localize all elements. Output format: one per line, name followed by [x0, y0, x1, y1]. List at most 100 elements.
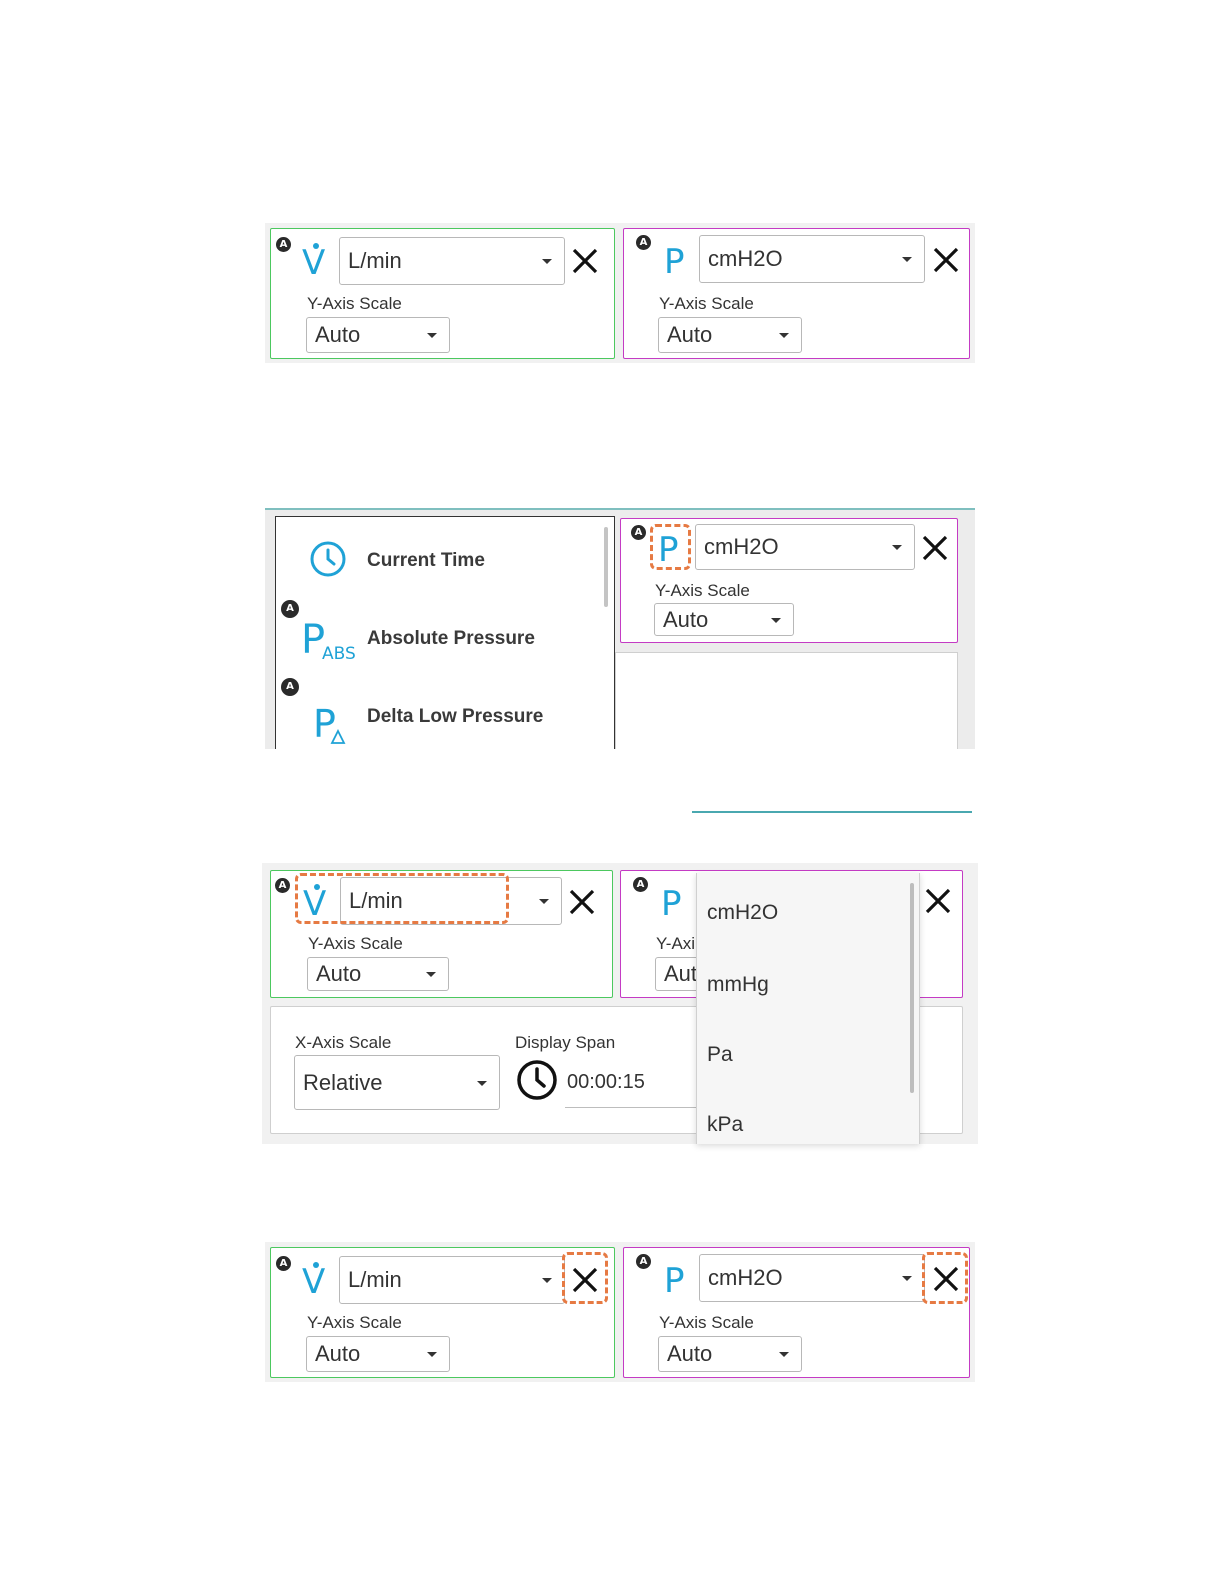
- channel-panel-2: Current Time A P ABS Absolute Pressure A…: [265, 508, 975, 749]
- yaxis-label: Y-Axis Scale: [307, 1313, 402, 1332]
- channel-panel-3: A V L/min Y-Axis Scale Auto A P Y-Axi Au…: [262, 863, 978, 1144]
- auto-badge-icon: A: [636, 235, 651, 250]
- channel-panel-1: A V L/min Y-Axis Scale Auto A P cmH2O Y-…: [265, 223, 975, 363]
- menu-scrollbar[interactable]: [604, 527, 608, 607]
- flow-unit-select[interactable]: L/min: [339, 237, 565, 285]
- flow-unit-select[interactable]: L/min: [340, 877, 562, 925]
- chevron-down-icon: [542, 259, 552, 264]
- chevron-down-icon: [902, 257, 912, 262]
- flow-dot-icon: [313, 243, 319, 249]
- auto-badge-icon: A: [276, 237, 291, 252]
- symbol-unit-highlight: [295, 873, 509, 924]
- xaxis-scale-select[interactable]: Relative: [294, 1055, 500, 1110]
- unit-dropdown-list[interactable]: cmH2O mmHg Pa kPa: [696, 873, 920, 1144]
- abs-subscript: ABS: [322, 644, 356, 664]
- unit-option-cmh2o[interactable]: cmH2O: [707, 901, 779, 924]
- clock-icon: [517, 1060, 557, 1100]
- pressure-unit-select[interactable]: cmH2O: [699, 235, 925, 283]
- pressure-unit-value: cmH2O: [708, 1265, 783, 1290]
- close-icon[interactable]: [932, 246, 960, 274]
- pressure-symbol-icon: P: [664, 1261, 685, 1301]
- flow-unit-value: L/min: [348, 1267, 402, 1292]
- yaxis-label: Y-Axis Scale: [307, 294, 402, 313]
- menu-item-absolute-pressure[interactable]: Absolute Pressure: [367, 628, 535, 649]
- dropdown-scrollbar[interactable]: [910, 883, 914, 1093]
- auto-badge-icon: A: [636, 1254, 651, 1269]
- pressure-unit-value: cmH2O: [708, 246, 783, 271]
- yaxis-scale-value: Auto: [315, 1341, 361, 1366]
- yaxis-scale-select[interactable]: Auto: [658, 317, 802, 353]
- chevron-down-icon: [892, 545, 902, 550]
- yaxis-scale-value: Auto: [667, 1341, 713, 1366]
- close-icon[interactable]: [568, 888, 596, 916]
- pressure-channel-card: A P cmH2O Y-Axis Scale Auto: [623, 228, 970, 359]
- yaxis-scale-value: Auto: [315, 322, 361, 347]
- yaxis-scale-select[interactable]: Auto: [306, 1336, 450, 1372]
- chevron-down-icon: [539, 899, 549, 904]
- pressure-unit-value: cmH2O: [704, 534, 779, 559]
- flow-dot-icon: [314, 884, 320, 890]
- auto-badge-icon: A: [275, 878, 290, 893]
- pressure-symbol-icon: P: [661, 884, 682, 924]
- yaxis-scale-value: Aut: [664, 961, 698, 986]
- unit-option-kpa[interactable]: kPa: [707, 1113, 744, 1136]
- auto-badge-icon: A: [281, 600, 299, 618]
- menu-item-delta-low-pressure[interactable]: Delta Low Pressure: [367, 706, 544, 727]
- flow-symbol-icon: V: [302, 243, 326, 283]
- yaxis-scale-select[interactable]: Auto: [654, 603, 794, 636]
- empty-settings-card: [615, 652, 958, 749]
- pressure-unit-select[interactable]: cmH2O: [695, 524, 915, 570]
- yaxis-label: Y-Axis Scale: [308, 934, 403, 953]
- close-icon[interactable]: [932, 1265, 960, 1293]
- channel-picker-menu[interactable]: Current Time A P ABS Absolute Pressure A…: [275, 516, 615, 749]
- yaxis-label: Y-Axis Scale: [655, 581, 750, 600]
- channel-panel-4: A V L/min Y-Axis Scale Auto A P cmH2O Y-…: [265, 1242, 975, 1382]
- yaxis-scale-select[interactable]: Auto: [658, 1336, 802, 1372]
- auto-badge-icon: A: [276, 1256, 291, 1271]
- display-span-label: Display Span: [515, 1033, 616, 1052]
- clock-icon: [310, 541, 346, 577]
- yaxis-scale-select[interactable]: Auto: [307, 957, 449, 991]
- top-divider: [265, 508, 975, 510]
- delta-pressure-icon: P: [313, 702, 336, 746]
- yaxis-scale-value: Auto: [663, 606, 709, 632]
- flow-channel-card: A V L/min Y-Axis Scale Auto: [270, 228, 615, 359]
- yaxis-scale-value: Auto: [316, 961, 362, 986]
- yaxis-scale-select[interactable]: Auto: [306, 317, 450, 353]
- pressure-symbol-icon: P: [664, 242, 685, 282]
- menu-item-current-time[interactable]: Current Time: [367, 550, 485, 571]
- xaxis-label: X-Axis Scale: [295, 1033, 392, 1052]
- chevron-down-icon: [542, 1278, 552, 1283]
- absolute-pressure-icon: P: [301, 617, 326, 663]
- close-icon[interactable]: [921, 534, 949, 562]
- chevron-down-icon: [427, 1352, 437, 1357]
- chevron-down-icon: [771, 617, 781, 623]
- pressure-channel-card: A P cmH2O Y-Axis Scale Auto: [620, 518, 958, 643]
- display-span-value[interactable]: 00:00:15: [567, 1071, 645, 1093]
- chevron-down-icon: [779, 1352, 789, 1357]
- flow-unit-select[interactable]: L/min: [339, 1256, 565, 1304]
- flow-unit-value: L/min: [348, 248, 402, 273]
- delta-icon: [330, 729, 346, 744]
- xaxis-scale-value: Relative: [303, 1069, 383, 1095]
- auto-badge-icon: A: [281, 678, 299, 696]
- chevron-down-icon: [426, 972, 436, 977]
- yaxis-label: Y-Axis Scale: [659, 1313, 754, 1332]
- close-icon[interactable]: [571, 247, 599, 275]
- flow-channel-card: A V L/min Y-Axis Scale Auto: [270, 1247, 615, 1378]
- pressure-channel-card: A P cmH2O Y-Axis Scale Auto: [623, 1247, 970, 1378]
- yaxis-label-partial: Y-Axi: [656, 934, 696, 953]
- close-icon[interactable]: [571, 1266, 599, 1294]
- chevron-down-icon: [779, 333, 789, 338]
- auto-badge-icon: A: [631, 525, 646, 540]
- close-highlight: [562, 1252, 608, 1304]
- auto-badge-icon: A: [633, 877, 648, 892]
- close-icon[interactable]: [924, 887, 952, 915]
- pressure-unit-select[interactable]: cmH2O: [699, 1254, 925, 1302]
- unit-option-pa[interactable]: Pa: [707, 1043, 733, 1066]
- display-span-underline: [565, 1107, 705, 1108]
- yaxis-label: Y-Axis Scale: [659, 294, 754, 313]
- chevron-down-icon: [427, 333, 437, 338]
- unit-option-mmhg[interactable]: mmHg: [707, 973, 769, 996]
- flow-channel-card: A V L/min Y-Axis Scale Auto: [270, 870, 613, 998]
